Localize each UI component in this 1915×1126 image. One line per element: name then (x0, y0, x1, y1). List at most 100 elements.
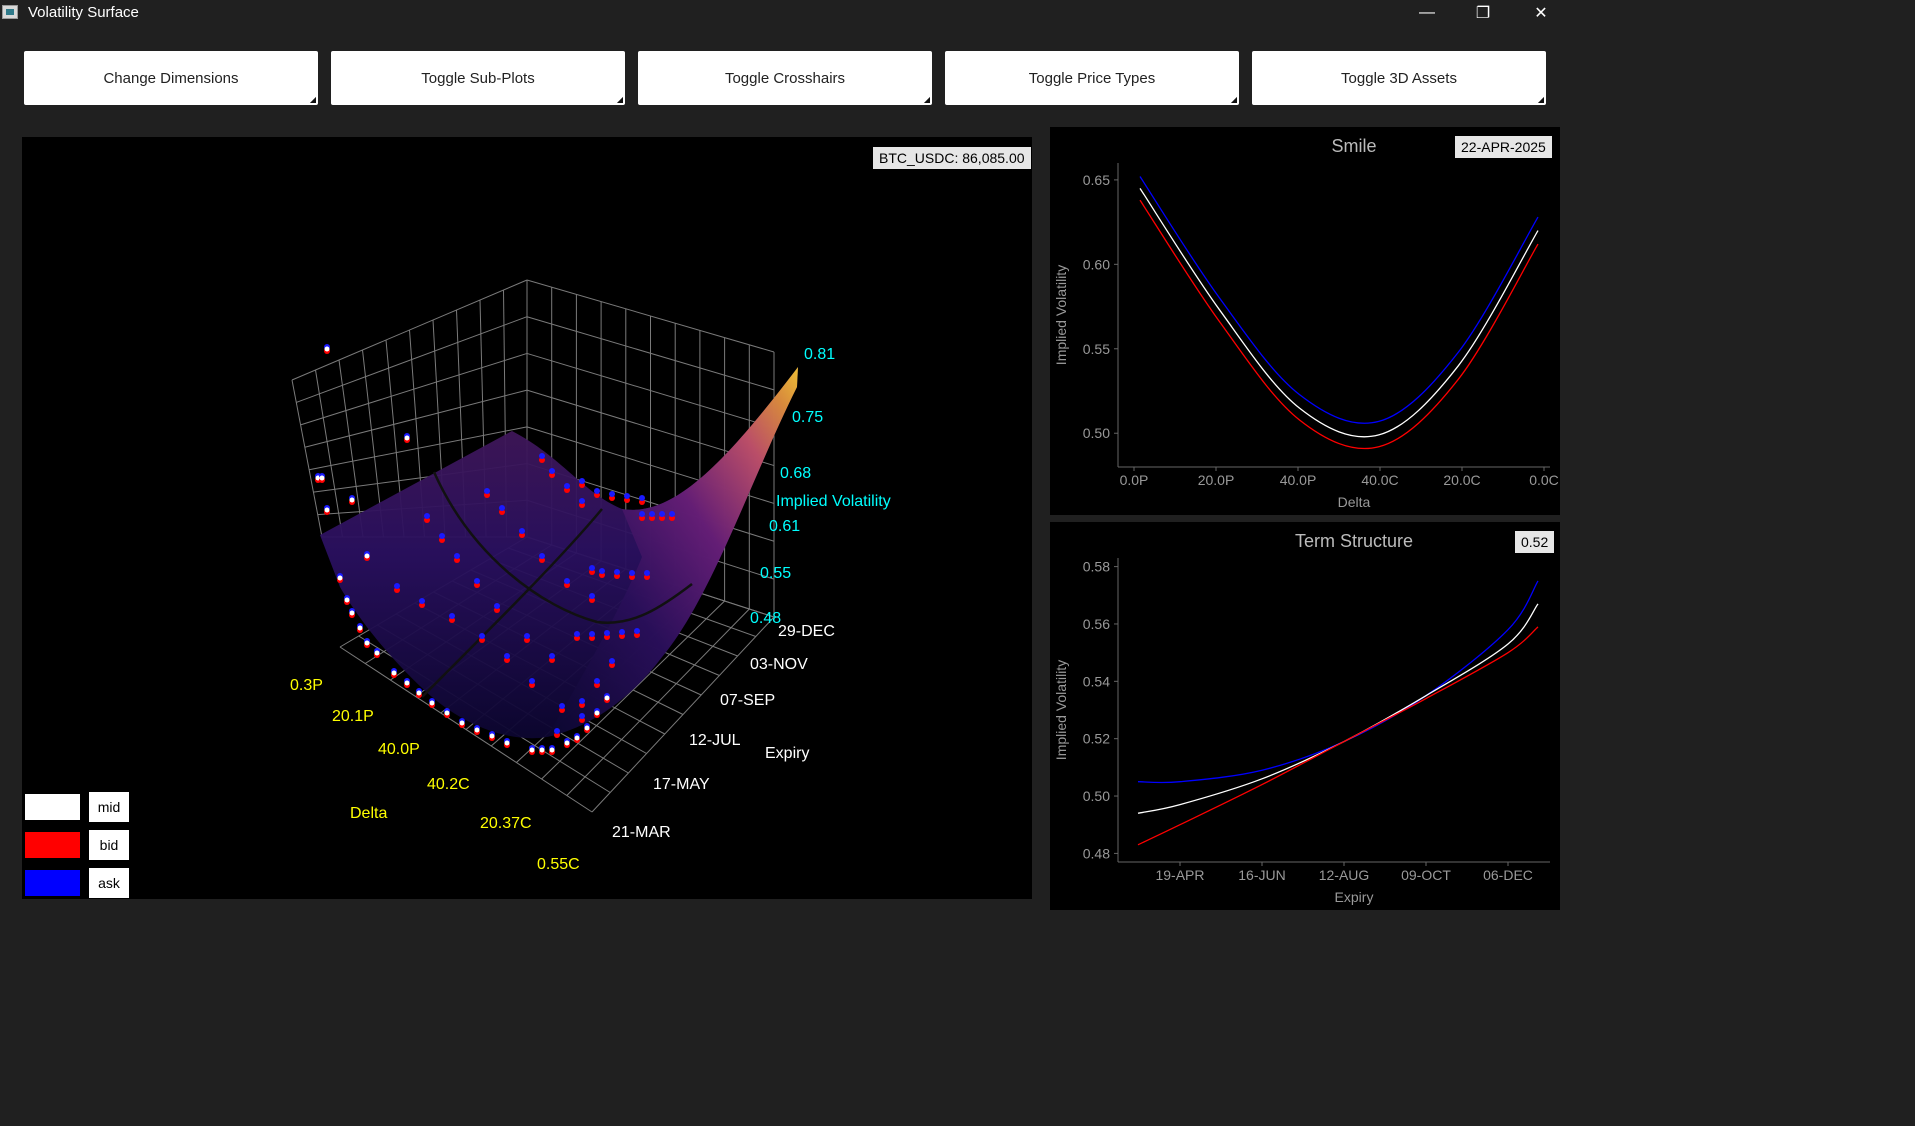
mid-point (404, 435, 410, 441)
restore-button[interactable]: ❐ (1475, 5, 1491, 22)
change-dimensions-button[interactable]: Change Dimensions ◢ (24, 51, 318, 105)
grid-line (304, 389, 528, 448)
ask-point (589, 593, 595, 599)
ask-point (609, 491, 615, 497)
z-tick: 0.68 (780, 465, 811, 482)
ask-point (659, 511, 665, 517)
y-tick-label: 0.65 (1083, 172, 1110, 188)
ask-point (639, 495, 645, 501)
bid-series-line (1137, 626, 1539, 846)
surface-plot-panel[interactable]: 0.81 0.75 0.68 Implied Volatility 0.61 0… (22, 137, 1032, 899)
mid-point (564, 740, 570, 746)
ask-point (564, 578, 570, 584)
smile-chart[interactable]: Smile 0.65 0.60 0.55 0.50 0.0P 20.0P 40.0P 40.0C… (1050, 127, 1560, 515)
mid-point (549, 747, 555, 753)
mid-point (474, 727, 480, 733)
ask-point (669, 511, 675, 517)
expiry-tick: 07-SEP (720, 692, 775, 709)
mid-point (489, 733, 495, 739)
delta-tick: 20.1P (332, 708, 374, 725)
ask-point (644, 570, 650, 576)
ask-point (579, 478, 585, 484)
smile-chart-panel[interactable]: Smile 0.65 0.60 0.55 0.50 0.0P 20.0P 40.0P 40.0C… (1050, 127, 1560, 515)
y-tick-label: 0.54 (1083, 673, 1110, 689)
grid-line (291, 379, 323, 538)
legend-label-bid: bid (89, 830, 129, 860)
x-axis-label: Expiry (1335, 889, 1374, 905)
button-label: Toggle Sub-Plots (421, 69, 535, 87)
y-tick-label: 0.52 (1083, 731, 1110, 747)
toggle-price-types-button[interactable]: Toggle Price Types ◢ (945, 51, 1239, 105)
chart-title: Smile (1331, 136, 1376, 156)
term-structure-chart[interactable]: Term Structure 0.58 0.56 0.54 0.52 0.50 0.48 19… (1050, 522, 1560, 910)
mid-point (584, 725, 590, 731)
mid-point (504, 740, 510, 746)
ask-point (439, 533, 445, 539)
ask-point (499, 505, 505, 511)
ask-point (549, 653, 555, 659)
close-button[interactable]: ✕ (1534, 5, 1548, 22)
x-tick-label: 19-APR (1155, 867, 1204, 883)
button-label: Toggle Price Types (1028, 69, 1156, 87)
term-value-badge: 0.52 (1515, 531, 1555, 553)
ask-point (564, 483, 570, 489)
y-tick-label: 0.58 (1083, 559, 1110, 575)
ask-point (424, 513, 430, 519)
toggle-crosshairs-button[interactable]: Toggle Crosshairs ◢ (638, 51, 932, 105)
ask-point (624, 493, 630, 499)
grid-line (566, 608, 750, 796)
mid-point (357, 625, 363, 631)
delta-tick: 0.3P (290, 677, 323, 694)
ask-point (419, 598, 425, 604)
delta-tick: 40.2C (427, 776, 470, 793)
bid-series-line (1139, 199, 1539, 450)
ask-point (579, 713, 585, 719)
toggle-subplots-button[interactable]: Toggle Sub-Plots ◢ (331, 51, 625, 105)
z-axis-label: Implied Volatility (776, 493, 891, 510)
mid-point (349, 497, 355, 503)
mid-point (324, 346, 330, 352)
ask-point (639, 511, 645, 517)
ask-point (614, 569, 620, 575)
expiry-tick: 29-DEC (778, 623, 835, 640)
ask-point (519, 528, 525, 534)
z-tick: 0.61 (769, 518, 800, 535)
ask-point (589, 565, 595, 571)
y-tick-label: 0.48 (1083, 845, 1110, 861)
y-tick-label: 0.56 (1083, 616, 1110, 632)
ask-point (559, 703, 565, 709)
chart-title: Term Structure (1295, 531, 1413, 551)
ask-point (454, 553, 460, 559)
y-tick-label: 0.60 (1083, 256, 1110, 272)
grid-line (526, 279, 775, 353)
mid-point (364, 553, 370, 559)
x-tick-label: 16-JUN (1238, 867, 1285, 883)
button-label: Toggle Crosshairs (724, 69, 846, 87)
mid-series-line (1139, 187, 1539, 438)
expiry-axis-label: Expiry (765, 745, 809, 762)
legend-swatch-bid (25, 832, 80, 858)
delta-axis-label: Delta (350, 805, 387, 822)
surface-plot[interactable]: 0.81 0.75 0.68 Implied Volatility 0.61 0… (22, 137, 1032, 899)
ask-point (479, 633, 485, 639)
mid-point (459, 720, 465, 726)
ask-point (529, 678, 535, 684)
grid-line (338, 359, 364, 538)
dropdown-caret-icon: ◢ (616, 95, 623, 104)
ask-point (629, 570, 635, 576)
volatility-surface-highlight (547, 367, 798, 737)
ask-point (604, 630, 610, 636)
toggle-3d-assets-button[interactable]: Toggle 3D Assets ◢ (1252, 51, 1546, 105)
ask-point (594, 678, 600, 684)
expiry-tick: 17-MAY (653, 776, 710, 793)
ask-point (494, 603, 500, 609)
z-tick: 0.55 (760, 565, 791, 582)
mid-point (324, 507, 330, 513)
ask-point (484, 488, 490, 494)
mid-point (539, 747, 545, 753)
mid-series-line (1137, 603, 1539, 814)
ask-point (574, 631, 580, 637)
term-structure-chart-panel[interactable]: Term Structure 0.58 0.56 0.54 0.52 0.50 0.48 19… (1050, 522, 1560, 910)
delta-tick: 40.0P (378, 741, 420, 758)
minimize-button[interactable]: — (1419, 4, 1435, 21)
